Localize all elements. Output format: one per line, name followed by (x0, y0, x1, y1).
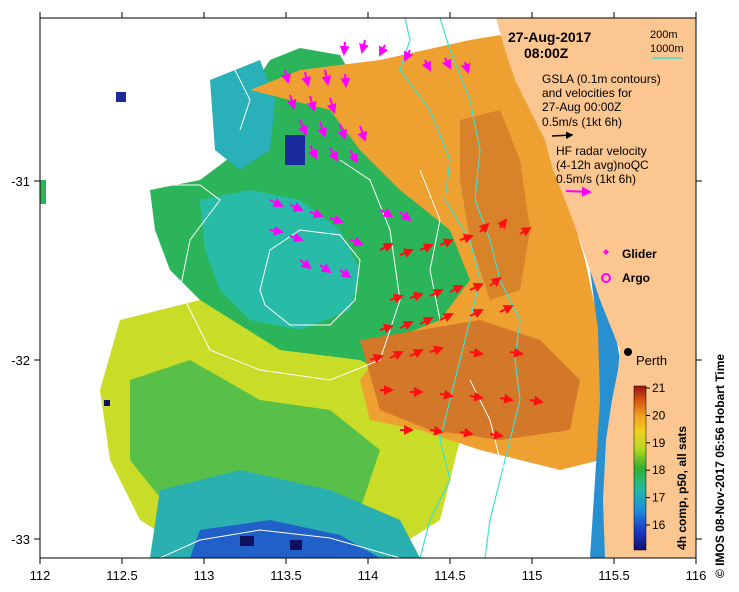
hf-line2: (4-12h avg)noQC (556, 158, 649, 172)
colorbar-label: 4h comp, p50, all sats (675, 426, 689, 550)
y-tick-label: -31 (11, 174, 30, 189)
gsla-line1: GSLA (0.1m contours) (542, 72, 661, 86)
gsla-contour (160, 159, 401, 381)
colorbar: 21 20 19 18 17 16 4h comp, p50, all sats (633, 381, 689, 551)
sst-cyan-region (200, 190, 360, 330)
colorbar-tick-label: 19 (652, 436, 666, 450)
cloud-patch (285, 135, 305, 165)
glider-label: Glider (622, 247, 657, 261)
y-axis: -31 -32 -33 (11, 174, 702, 547)
x-tick-label: 112.5 (106, 568, 138, 583)
sst-blue-lower (190, 520, 380, 558)
argo-symbol (601, 273, 611, 283)
gsla-line4: 0.5m/s (1kt 6h) (542, 115, 622, 129)
credit-text: © IMOS 08-Nov-2017 05:56 Hobart Time (713, 354, 727, 578)
legend-block: 27-Aug-2017 08:00Z 200m 1000m GSLA (0.1m… (508, 29, 684, 285)
gsla-contour (259, 229, 361, 326)
x-tick-label: 116 (686, 568, 707, 583)
hf-line3: 0.5m/s (1kt 6h) (556, 172, 636, 186)
sst-dark-orange-north (460, 110, 530, 300)
hf-scale-arrow (565, 186, 592, 197)
date-title: 27-Aug-2017 (508, 29, 591, 45)
colorbar-tick-label: 16 (652, 518, 666, 532)
gsla-line2: and velocities for (542, 86, 632, 100)
gsla-contour (224, 18, 251, 131)
edge-patch (40, 180, 46, 204)
y-tick-label: -33 (11, 532, 30, 547)
gsla-scale-arrow (551, 131, 574, 140)
x-tick-label: 112 (30, 568, 51, 583)
sst-coastal-strip (590, 270, 620, 558)
colorbar-tick-label: 21 (652, 381, 666, 395)
x-tick-label: 114.5 (434, 568, 466, 583)
glider-symbol (603, 249, 609, 255)
colorbar-tick-label: 17 (652, 491, 666, 505)
colorbar-tick-label: 18 (652, 463, 666, 477)
colorbar-tick-label: 20 (652, 408, 666, 422)
gsla-line3: 27-Aug 00:00Z (542, 100, 621, 114)
argo-label: Argo (622, 271, 650, 285)
perth-marker (624, 348, 632, 356)
isobath-1000-label: 1000m (650, 43, 684, 55)
x-tick-label: 114 (358, 568, 379, 583)
gsla-contour (159, 529, 401, 558)
cloud-patch (116, 92, 126, 102)
isobath-200m (399, 18, 481, 558)
cold-patch (240, 536, 254, 546)
gsla-contour (469, 379, 521, 558)
y-tick-label: -32 (11, 353, 30, 368)
x-axis: 112 112.5 113 113.5 114 114.5 115 115.5 116 (30, 12, 707, 583)
cloud-patch (104, 400, 110, 406)
x-tick-label: 115.5 (598, 568, 630, 583)
perth-label: Perth (636, 353, 667, 368)
isobath-200-label: 200m (650, 29, 678, 41)
red-velocity-arrows (369, 218, 544, 440)
colorbar-gradient (633, 385, 647, 551)
cold-patch (290, 540, 302, 550)
hf-radar-velocity-arrows (269, 39, 471, 279)
hf-line1: HF radar velocity (556, 144, 647, 158)
isobath-1000m (439, 18, 521, 558)
x-tick-label: 115 (522, 568, 543, 583)
x-tick-label: 113 (194, 568, 215, 583)
x-tick-label: 113.5 (270, 568, 302, 583)
time-title: 08:00Z (524, 45, 569, 61)
